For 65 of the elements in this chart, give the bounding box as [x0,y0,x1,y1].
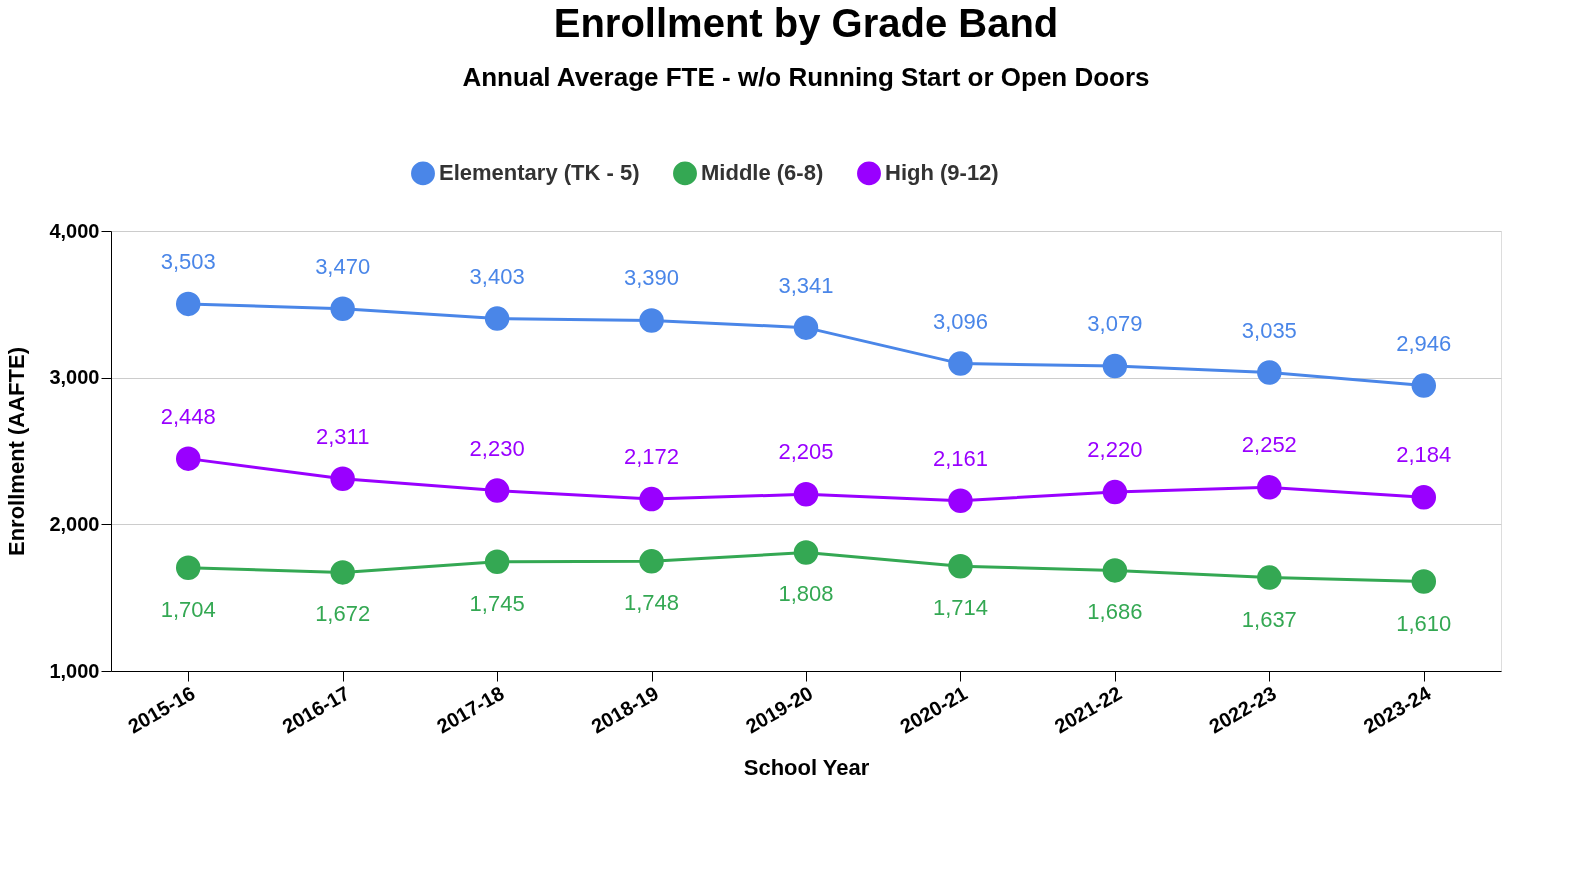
point [330,466,355,491]
point [793,540,819,565]
data-label: 2,172 [624,444,680,470]
point [639,549,664,574]
data-label: 1,748 [624,590,680,616]
legend-label: High (9-12) [885,160,999,186]
point [948,488,973,513]
data-label: 3,390 [624,265,680,291]
point [484,306,510,331]
y-tick-label: 4,000 [49,219,100,242]
data-label: 1,704 [160,596,216,622]
data-label: 3,079 [1087,311,1143,337]
legend-label: Elementary (TK - 5) [439,160,640,186]
point [1102,558,1128,583]
x-axis-title: School Year [743,754,870,780]
data-label: 1,637 [1241,606,1297,632]
point [948,554,973,579]
data-label: 3,096 [932,308,988,334]
y-axis-title: Enrollment (AAFTE) [4,347,30,556]
data-label: 2,311 [315,423,370,449]
data-label: 1,808 [778,581,834,607]
data-label: 1,672 [315,601,371,627]
point [1411,569,1437,594]
chart-subtitle: Annual Average FTE - w/o Running Start or Open Doors [462,62,1150,92]
legend-label: Middle (6-8) [701,160,824,186]
point [1257,565,1282,590]
point [175,291,201,317]
point [639,308,664,333]
point [1257,360,1282,385]
data-label: 2,220 [1087,437,1143,463]
data-label: 1,714 [932,595,988,621]
data-label: 2,161 [932,445,988,471]
y-tick-label: 1,000 [49,659,100,682]
point [1411,373,1437,398]
data-label: 3,035 [1241,317,1297,343]
point [175,555,201,580]
data-label: 2,184 [1396,442,1452,468]
point [484,478,510,503]
data-label: 2,230 [469,435,525,461]
data-label: 3,403 [469,263,525,289]
data-label: 2,946 [1396,330,1452,356]
data-label: 1,686 [1087,599,1143,625]
point [175,446,201,471]
data-label: 1,745 [469,590,525,616]
point [1102,479,1128,505]
data-label: 3,503 [160,248,216,274]
point [948,351,973,376]
chart-title: Enrollment by Grade Band [553,1,1059,45]
point [330,560,355,585]
point [330,296,355,321]
point [793,482,819,507]
point [1411,485,1437,510]
y-tick-label: 2,000 [49,512,100,535]
point [639,486,664,512]
data-label: 1,610 [1396,610,1452,636]
data-label: 3,341 [778,272,834,298]
data-label: 2,252 [1241,432,1297,458]
data-label: 2,205 [778,439,834,465]
point [484,549,510,574]
y-tick-label: 3,000 [49,366,100,389]
point [793,315,819,340]
data-label: 2,448 [160,403,216,429]
point [1102,353,1128,379]
data-label: 3,470 [315,253,371,279]
point [1257,475,1282,500]
